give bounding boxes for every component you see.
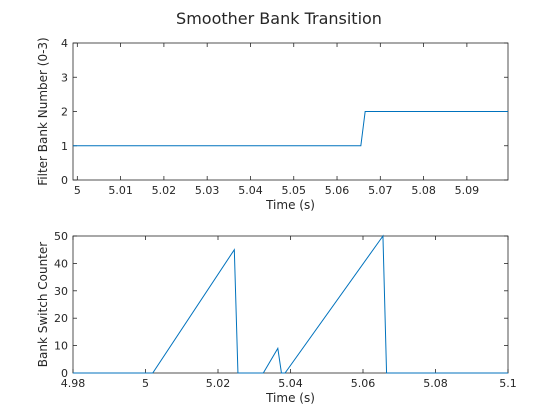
x-tick-label: 5: [142, 377, 149, 390]
x-tick-label: 5.04: [238, 184, 263, 197]
x-tick-label: 5.09: [455, 184, 480, 197]
y-tick-label: 40: [54, 257, 68, 270]
y-axis-label: Bank Switch Counter: [36, 242, 50, 367]
y-tick-label: 2: [61, 106, 68, 119]
y-tick-label: 1: [61, 140, 68, 153]
y-tick-label: 50: [54, 230, 68, 243]
chart-switch-counter: 4.98 5 5.02 5.04 5.06 5.08 5.1 0 10 20 30 40 50 Time …: [36, 230, 517, 405]
x-tick-label: 5.06: [351, 377, 376, 390]
x-tick-label: 4.98: [61, 377, 86, 390]
y-tick-label: 0: [61, 174, 68, 187]
y-axis-label: Filter Bank Number (0-3): [36, 37, 50, 185]
figure-title: Smoother Bank Transition: [176, 9, 382, 28]
x-tick-label: 5.08: [411, 184, 436, 197]
x-axis-label: Time (s): [265, 391, 315, 405]
x-tick-label: 5.01: [108, 184, 133, 197]
x-tick-label: 5.05: [281, 184, 306, 197]
x-tick-label: 5: [74, 184, 81, 197]
x-tick-label: 5.02: [206, 377, 231, 390]
x-tick-label: 5.1: [499, 377, 517, 390]
y-tick-label: 30: [54, 285, 68, 298]
y-tick-label: 0: [61, 367, 68, 380]
y-tick-label: 10: [54, 340, 68, 353]
x-axis-label: Time (s): [265, 198, 315, 212]
x-tick-label: 5.03: [195, 184, 220, 197]
chart-bank-number: 5 5.01 5.02 5.03 5.04 5.05 5.06 5.07 5.08 5.09 0 1 2…: [36, 37, 509, 212]
y-tick-label: 4: [61, 37, 68, 50]
x-tick-label: 5.02: [152, 184, 177, 197]
series-line: [73, 234, 508, 374]
y-tick-label: 20: [54, 312, 68, 325]
x-tick-label: 5.07: [368, 184, 393, 197]
x-tick-label: 5.04: [278, 377, 303, 390]
plot-area: [72, 235, 509, 374]
series-line: [73, 111, 508, 147]
x-tick-label: 5.08: [423, 377, 448, 390]
y-tick-label: 3: [61, 71, 68, 84]
x-tick-label: 5.06: [325, 184, 350, 197]
